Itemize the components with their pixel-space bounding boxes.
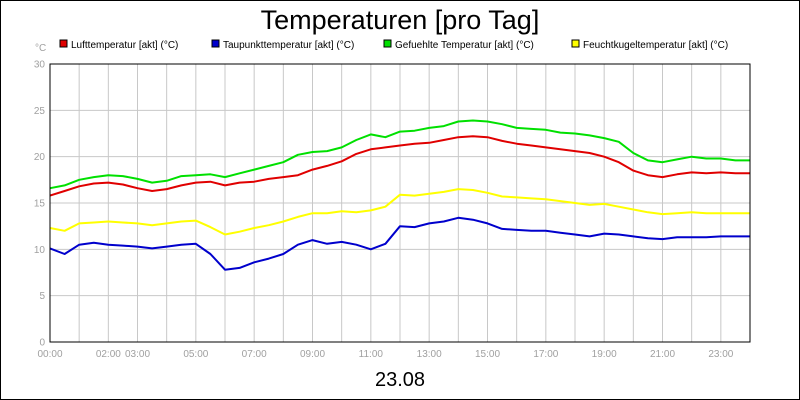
series-line-2 <box>49 119 750 190</box>
y-tick-label: 20 <box>34 152 46 163</box>
legend-swatch-1 <box>211 39 220 48</box>
legend-swatch-3 <box>571 39 580 48</box>
y-tick-label: 30 <box>34 60 46 71</box>
series-line-1 <box>49 216 750 271</box>
series-line-3 <box>49 188 750 236</box>
date-label: 23.08 <box>375 369 425 391</box>
y-tick-label: 5 <box>39 291 45 302</box>
x-tick-label: 05:00 <box>183 349 208 360</box>
x-axis-ticks: 00:00 02:00 03:00 05:00 07:00 09:00 11:00 13:00… <box>37 349 733 360</box>
legend-swatch-0 <box>59 39 68 48</box>
x-tick-label: 03:00 <box>125 349 150 360</box>
x-tick-label: 21:00 <box>650 349 675 360</box>
y-axis-ticks: 0 5 10 15 20 25 30 <box>34 60 46 349</box>
x-tick-label: 11:00 <box>359 349 384 360</box>
y-tick-label: 15 <box>34 199 46 210</box>
y-tick-label: 25 <box>34 106 46 117</box>
legend-swatch-2 <box>383 39 392 48</box>
x-tick-label: 23:00 <box>708 349 733 360</box>
legend-label-3: Feuchtkugeltemperatur [akt] (°C) <box>583 40 728 51</box>
legend-label-2: Gefuehlte Temperatur [akt] (°C) <box>395 40 534 51</box>
x-tick-label: 00:00 <box>37 349 62 360</box>
series-line-0 <box>49 135 750 197</box>
x-tick-label: 19:00 <box>592 349 617 360</box>
x-tick-label: 09:00 <box>300 349 325 360</box>
plot-frame <box>49 63 751 343</box>
legend: Lufttemperatur [akt] (°C) Taupunkttempera… <box>59 39 728 51</box>
y-tick-label: 0 <box>39 338 45 349</box>
series-lines <box>49 119 750 271</box>
x-tick-label: 07:00 <box>242 349 267 360</box>
y-axis-unit-label: °C <box>35 43 46 54</box>
grid <box>50 64 750 342</box>
x-tick-label: 15:00 <box>475 349 500 360</box>
legend-label-1: Taupunkttemperatur [akt] (°C) <box>223 40 354 51</box>
y-tick-label: 10 <box>34 245 46 256</box>
chart-title: Temperaturen [pro Tag] <box>261 5 540 35</box>
x-tick-label: 02:00 <box>96 349 121 360</box>
legend-label-0: Lufttemperatur [akt] (°C) <box>71 40 178 51</box>
x-tick-label: 13:00 <box>417 349 442 360</box>
x-tick-label: 17:00 <box>533 349 558 360</box>
